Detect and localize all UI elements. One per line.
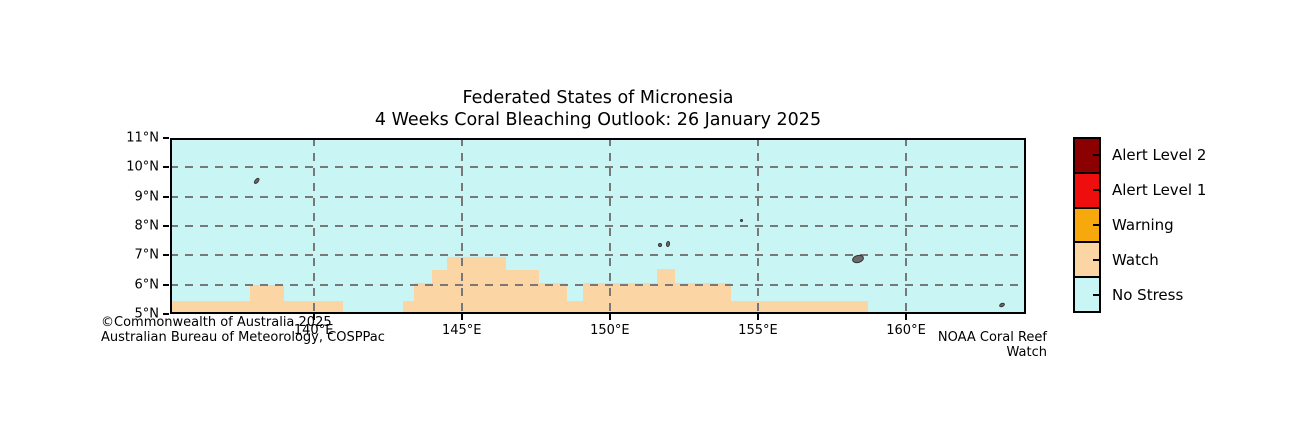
y-axis-tick-label: 6°N [134,277,160,293]
y-axis-tick [163,166,169,169]
island [998,302,1006,309]
x-axis-tick [608,314,611,320]
y-axis-tick [163,225,169,227]
watch-region [249,284,285,314]
grid-line-horizontal [170,195,1026,198]
x-axis-tick-label: 145°E [441,323,482,338]
grid-line-horizontal [170,225,1026,227]
grid-line-vertical [460,138,463,314]
grid-line-vertical [905,138,908,314]
y-axis-tick-label: 7°N [134,247,160,263]
legend-label-warning: Warning [1112,216,1174,234]
legend-swatch-alert-level-2 [1075,139,1099,172]
grid-line-horizontal [170,254,1026,257]
y-axis-tick-label: 11°N [126,130,159,146]
legend-swatch-no-stress [1075,276,1099,311]
watch-region [446,257,507,314]
legend-colorbar [1073,137,1101,313]
x-axis-tick [460,314,463,320]
copyright-block: ©Commonwealth of Australia 2025 Australi… [101,315,385,345]
y-axis-tick-label: 9°N [134,189,160,205]
island [665,240,671,247]
grid-line-vertical [312,138,315,314]
credit-noaa: NOAA Coral Reef Watch [937,330,1047,360]
y-axis-tick [163,254,169,257]
y-axis-tick [163,137,169,139]
x-axis-tick-label: 155°E [738,323,778,338]
legend-swatch-alert-level-1 [1075,171,1099,207]
legend-label-alert-level-2: Alert Level 2 [1112,145,1207,164]
island [739,218,743,222]
y-axis-tick-label: 8°N [134,218,160,234]
legend-swatch-watch [1075,241,1099,277]
copyright-line-1: ©Commonwealth of Australia 2025 [101,315,332,330]
legend-label-watch: Watch [1112,251,1159,270]
y-axis-tick [163,195,169,198]
island [658,243,663,248]
island [850,254,865,265]
map-plot-area [170,138,1026,314]
chart-subtitle: 4 Weeks Coral Bleaching Outlook: 26 Janu… [374,110,822,130]
x-axis-tick [905,314,908,320]
x-axis-tick-label: 150°E [590,323,630,338]
chart-title: Federated States of Micronesia [462,88,734,108]
x-axis-tick [756,314,759,320]
y-axis-tick-label: 10°N [126,159,159,175]
island [253,177,261,185]
legend-label-no-stress: No Stress [1112,286,1184,305]
y-axis-tick [163,283,169,286]
watch-region [657,268,675,314]
chart-title-block: Federated States of Micronesia 4 Weeks C… [170,87,1026,131]
grid-line-vertical [608,138,611,314]
grid-line-horizontal [170,283,1026,286]
legend-swatch-warning [1075,206,1099,242]
legend-label-alert-level-1: Alert Level 1 [1112,180,1207,199]
grid-line-horizontal [170,166,1026,169]
copyright-line-2: Australian Bureau of Meteorology, COSPPa… [101,329,385,345]
grid-line-vertical [756,138,759,314]
